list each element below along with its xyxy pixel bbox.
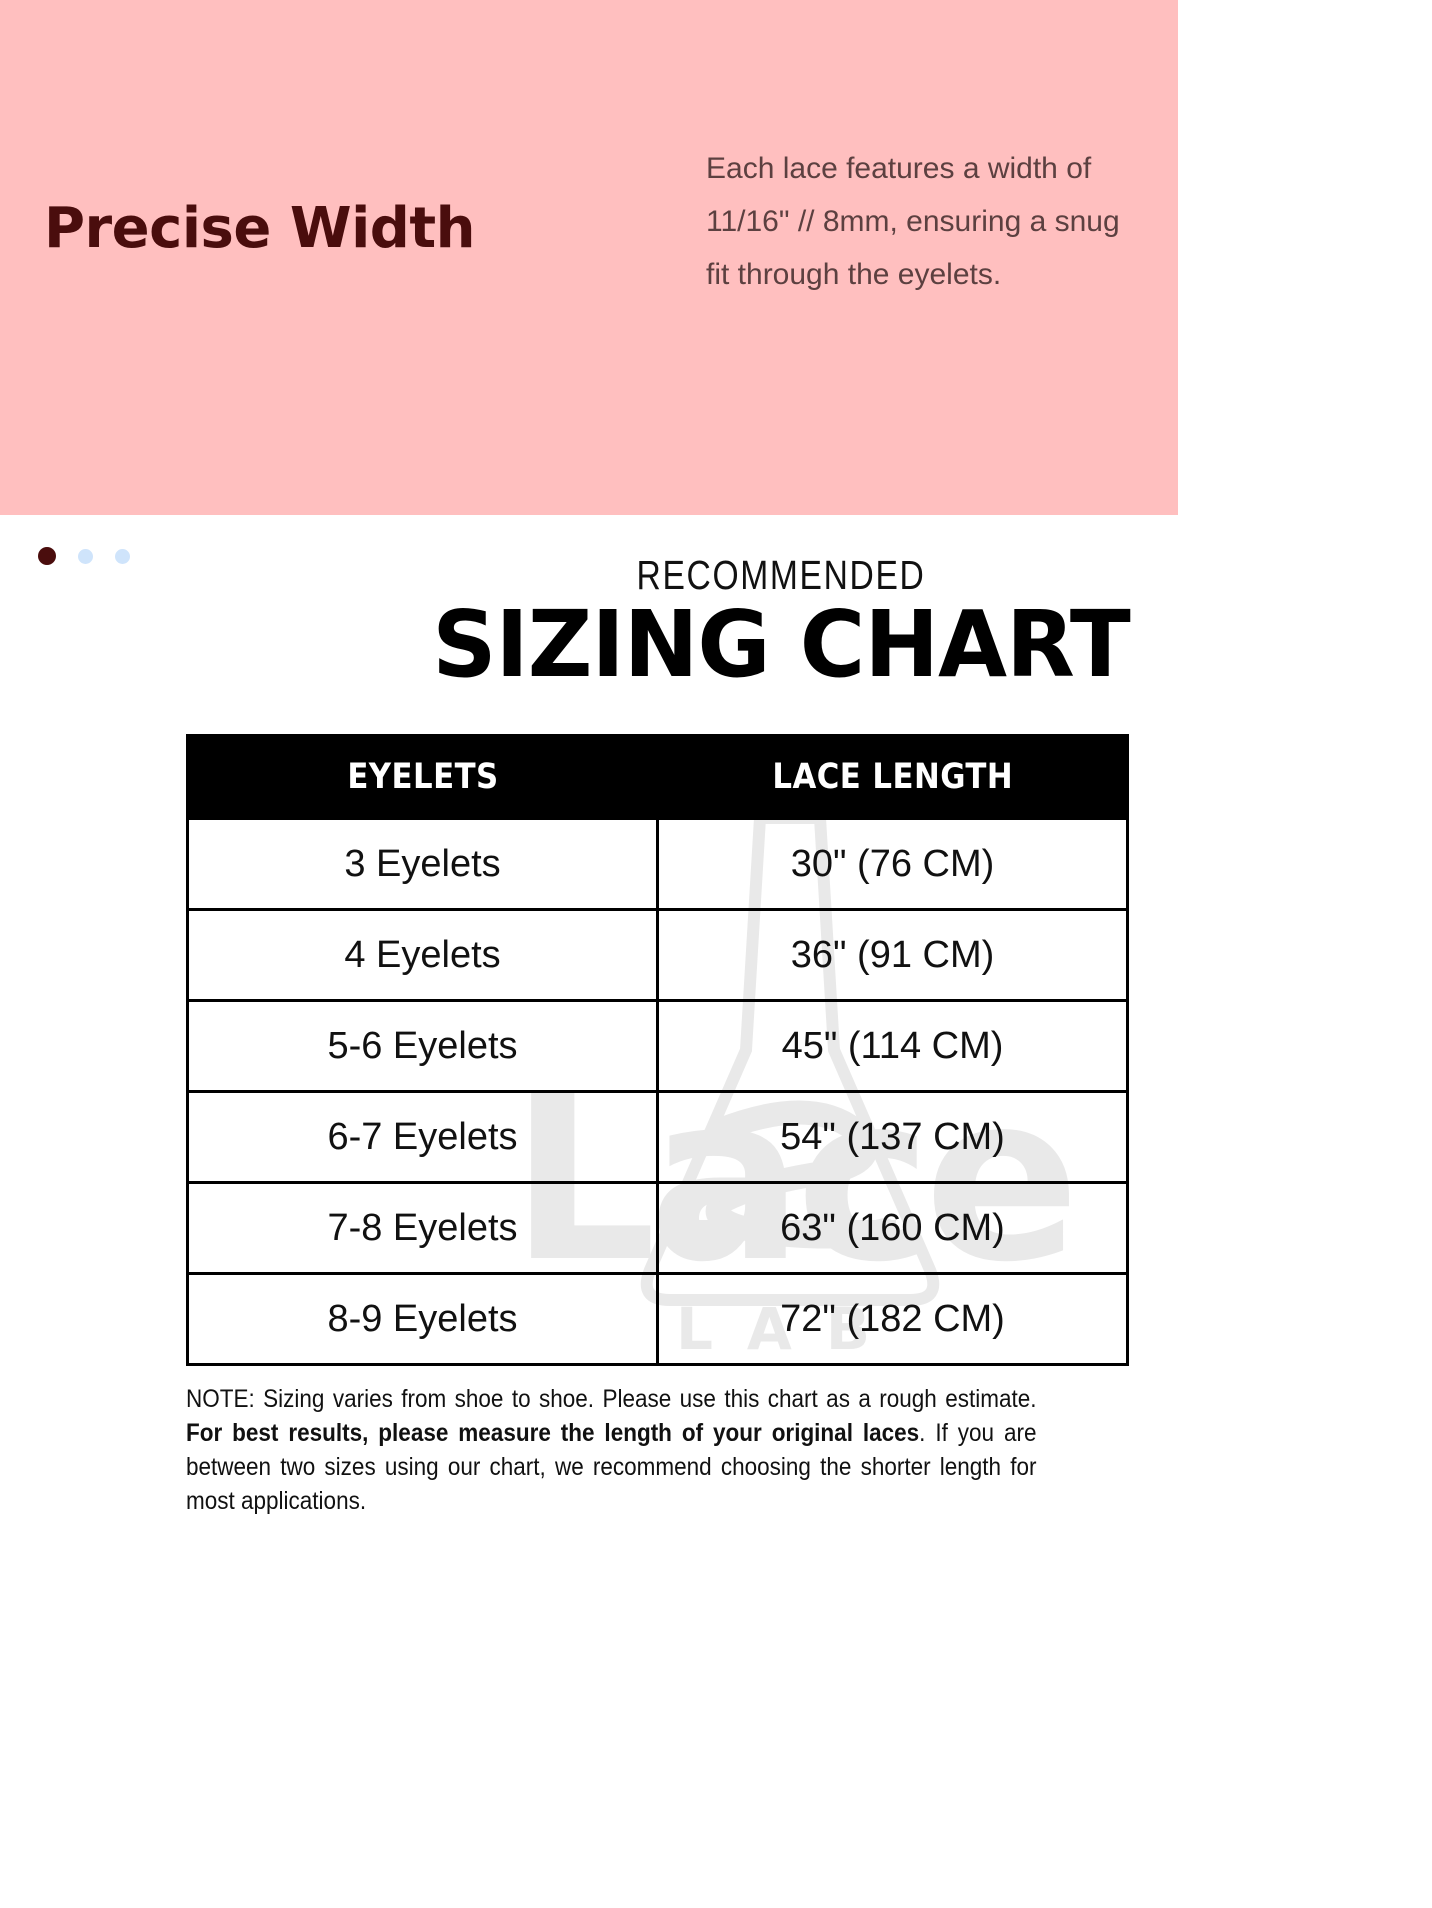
column-header-lace-length-label: LACE LENGTH xyxy=(772,757,1013,797)
cell-lace-length: 72" (182 CM) xyxy=(656,1272,1129,1366)
table-row: 3 Eyelets 30" (76 CM) xyxy=(186,817,1129,911)
table-row: 4 Eyelets 36" (91 CM) xyxy=(186,908,1129,1002)
note-part-1: NOTE: Sizing varies from shoe to shoe. P… xyxy=(186,1385,1037,1413)
carousel-dot-2[interactable] xyxy=(78,548,93,564)
column-header-eyelets-label: EYELETS xyxy=(346,757,499,797)
column-header-lace-length: LACE LENGTH xyxy=(656,734,1129,820)
cell-eyelets: 5-6 Eyelets xyxy=(186,999,659,1093)
cell-lace-length: 36" (91 CM) xyxy=(656,908,1129,1002)
sizing-chart-card: Lace LAB RECOMMENDED SIZING CHART EYELET… xyxy=(130,515,1432,1908)
sizing-note: NOTE: Sizing varies from shoe to shoe. P… xyxy=(186,1382,1037,1518)
sizing-table: EYELETS LACE LENGTH 3 Eyelets 30" (76 CM… xyxy=(186,734,1129,1366)
table-header-row: EYELETS LACE LENGTH xyxy=(186,734,1129,820)
cell-lace-length: 45" (114 CM) xyxy=(656,999,1129,1093)
table-row: 5-6 Eyelets 45" (114 CM) xyxy=(186,999,1129,1093)
hero-description: Each lace features a width of 11/16" // … xyxy=(706,152,1120,291)
cell-eyelets: 7-8 Eyelets xyxy=(186,1181,659,1275)
table-row: 7-8 Eyelets 63" (160 CM) xyxy=(186,1181,1129,1275)
carousel-dot-3[interactable] xyxy=(115,548,130,564)
cell-eyelets: 3 Eyelets xyxy=(186,817,659,911)
hero-banner: Precise Width Each lace features a width… xyxy=(0,0,1178,515)
note-bold: For best results, please measure the len… xyxy=(186,1419,920,1447)
table-row: 8-9 Eyelets 72" (182 CM) xyxy=(186,1272,1129,1366)
cell-lace-length: 30" (76 CM) xyxy=(656,817,1129,911)
chart-title: SIZING CHART xyxy=(432,591,1131,698)
carousel-dot-1[interactable] xyxy=(38,547,56,565)
page-title: Precise Width xyxy=(44,196,476,261)
cell-eyelets: 6-7 Eyelets xyxy=(186,1090,659,1184)
column-header-eyelets: EYELETS xyxy=(186,734,659,820)
cell-eyelets: 8-9 Eyelets xyxy=(186,1272,659,1366)
cell-eyelets: 4 Eyelets xyxy=(186,908,659,1002)
cell-lace-length: 63" (160 CM) xyxy=(656,1181,1129,1275)
chart-eyebrow: RECOMMENDED xyxy=(636,552,926,598)
note-part-2: . If you are between two sizes using our… xyxy=(186,1419,1037,1515)
cell-lace-length: 54" (137 CM) xyxy=(656,1090,1129,1184)
table-row: 6-7 Eyelets 54" (137 CM) xyxy=(186,1090,1129,1184)
